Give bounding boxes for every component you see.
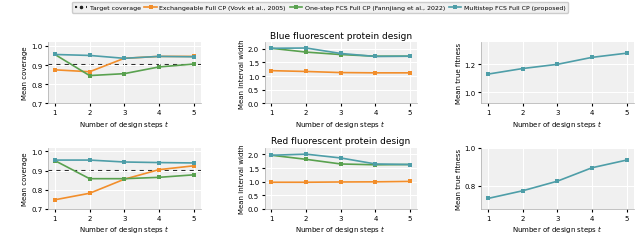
Y-axis label: Mean coverage: Mean coverage [22, 152, 28, 205]
X-axis label: Number of design steps $t$: Number of design steps $t$ [512, 224, 603, 234]
Title: Blue fluorescent protein design: Blue fluorescent protein design [269, 32, 412, 41]
Y-axis label: Mean true fitness: Mean true fitness [456, 148, 461, 209]
X-axis label: Number of design steps $t$: Number of design steps $t$ [296, 118, 386, 129]
Y-axis label: Mean coverage: Mean coverage [22, 47, 28, 100]
Legend: Target coverage, Exchangeable Full CP (Vovk et al., 2005), One-step FCS Full CP : Target coverage, Exchangeable Full CP (V… [72, 3, 568, 13]
Y-axis label: Mean interval width: Mean interval width [239, 39, 245, 108]
X-axis label: Number of design steps $t$: Number of design steps $t$ [512, 118, 603, 129]
Title: Red fluorescent protein design: Red fluorescent protein design [271, 137, 410, 146]
Y-axis label: Mean true fitness: Mean true fitness [456, 43, 461, 104]
X-axis label: Number of design steps $t$: Number of design steps $t$ [79, 118, 170, 129]
Y-axis label: Mean interval width: Mean interval width [239, 144, 245, 213]
X-axis label: Number of design steps $t$: Number of design steps $t$ [296, 224, 386, 234]
X-axis label: Number of design steps $t$: Number of design steps $t$ [79, 224, 170, 234]
